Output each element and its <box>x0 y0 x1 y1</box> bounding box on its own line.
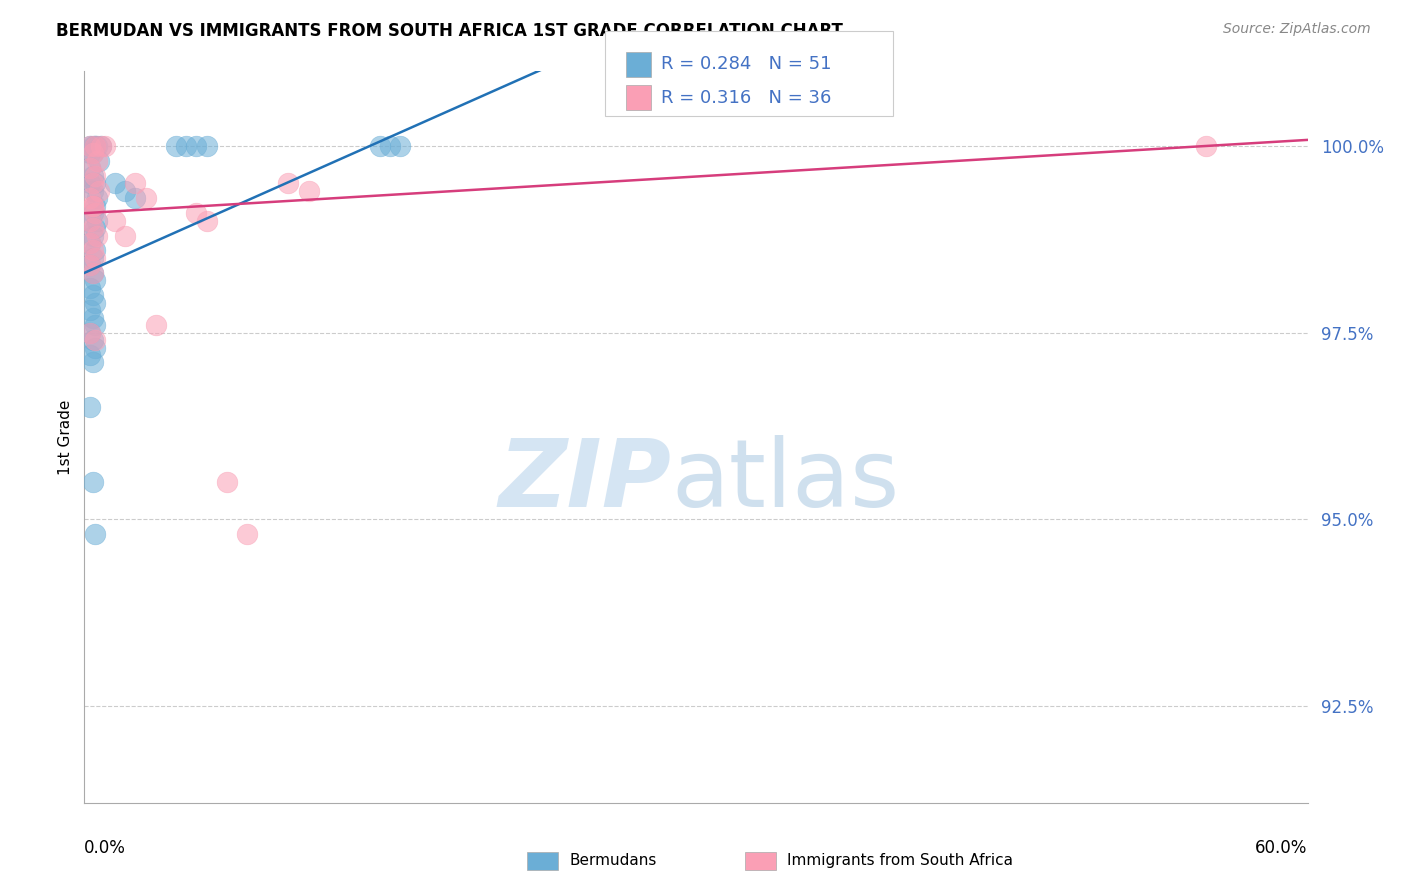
Point <box>124 191 146 205</box>
Point <box>86 191 108 205</box>
Point <box>83 139 105 153</box>
Point <box>79 139 101 153</box>
Point <box>79 348 101 362</box>
Point <box>104 177 127 191</box>
Point <box>90 139 112 153</box>
Point <box>86 213 108 227</box>
Point <box>82 221 104 235</box>
Text: R = 0.284   N = 51: R = 0.284 N = 51 <box>661 55 831 73</box>
Point <box>82 169 104 183</box>
Point <box>79 259 101 273</box>
Point <box>82 266 104 280</box>
Text: atlas: atlas <box>672 435 900 527</box>
Point <box>83 251 105 265</box>
Point <box>79 235 101 250</box>
Point <box>82 288 104 302</box>
Point <box>83 177 105 191</box>
Point <box>82 199 104 213</box>
Point <box>82 333 104 347</box>
Point <box>236 527 259 541</box>
Point <box>86 153 108 168</box>
Point <box>145 318 167 332</box>
Point <box>82 310 104 325</box>
Point <box>79 326 101 340</box>
Text: Source: ZipAtlas.com: Source: ZipAtlas.com <box>1223 22 1371 37</box>
Point <box>82 475 104 489</box>
Point <box>83 273 105 287</box>
Point <box>83 139 105 153</box>
Point <box>195 213 218 227</box>
Text: 60.0%: 60.0% <box>1256 839 1308 857</box>
Text: ZIP: ZIP <box>499 435 672 527</box>
Point <box>389 139 412 153</box>
Point <box>79 213 101 227</box>
Point <box>86 139 108 153</box>
Text: Immigrants from South Africa: Immigrants from South Africa <box>787 854 1014 868</box>
Point <box>79 191 101 205</box>
Point <box>82 139 104 153</box>
Point <box>79 401 101 415</box>
Point <box>165 139 187 153</box>
Point <box>83 139 105 153</box>
Point <box>82 199 104 213</box>
Point <box>368 139 391 153</box>
Point <box>82 251 104 265</box>
Point <box>1195 139 1218 153</box>
Point <box>93 139 115 153</box>
Point <box>82 244 104 258</box>
Point <box>79 326 101 340</box>
Point <box>79 161 101 176</box>
Point <box>135 191 157 205</box>
Point <box>186 139 208 153</box>
Point <box>298 184 321 198</box>
Point <box>82 146 104 161</box>
Point <box>79 303 101 318</box>
Point <box>124 177 146 191</box>
Text: 0.0%: 0.0% <box>84 839 127 857</box>
Point <box>186 206 208 220</box>
Point <box>83 199 105 213</box>
Text: BERMUDAN VS IMMIGRANTS FROM SOUTH AFRICA 1ST GRADE CORRELATION CHART: BERMUDAN VS IMMIGRANTS FROM SOUTH AFRICA… <box>56 22 844 40</box>
Point <box>83 206 105 220</box>
Point <box>79 213 101 227</box>
Point <box>83 244 105 258</box>
Point <box>79 161 101 176</box>
Point <box>83 341 105 355</box>
Point <box>83 333 105 347</box>
Point <box>83 169 105 183</box>
Text: Bermudans: Bermudans <box>569 854 657 868</box>
Point <box>380 139 402 153</box>
Y-axis label: 1st Grade: 1st Grade <box>58 400 73 475</box>
Point <box>86 228 108 243</box>
Point <box>217 475 239 489</box>
Point <box>82 355 104 369</box>
Point <box>104 213 127 227</box>
Point <box>87 153 110 168</box>
Point <box>82 206 104 220</box>
Point <box>114 184 136 198</box>
Point <box>83 295 105 310</box>
Point <box>83 318 105 332</box>
Point <box>114 228 136 243</box>
Point <box>83 221 105 235</box>
Point <box>174 139 197 153</box>
Point <box>79 259 101 273</box>
Point <box>79 139 101 153</box>
Point <box>195 139 218 153</box>
Point <box>90 139 112 153</box>
Point <box>82 177 104 191</box>
Point <box>87 184 110 198</box>
Point <box>82 228 104 243</box>
Point <box>82 184 104 198</box>
Text: R = 0.316   N = 36: R = 0.316 N = 36 <box>661 89 831 107</box>
Point <box>82 146 104 161</box>
Point <box>79 281 101 295</box>
Point <box>83 527 105 541</box>
Point <box>79 235 101 250</box>
Point <box>277 177 299 191</box>
Point <box>79 146 101 161</box>
Point <box>82 266 104 280</box>
Point <box>79 177 101 191</box>
